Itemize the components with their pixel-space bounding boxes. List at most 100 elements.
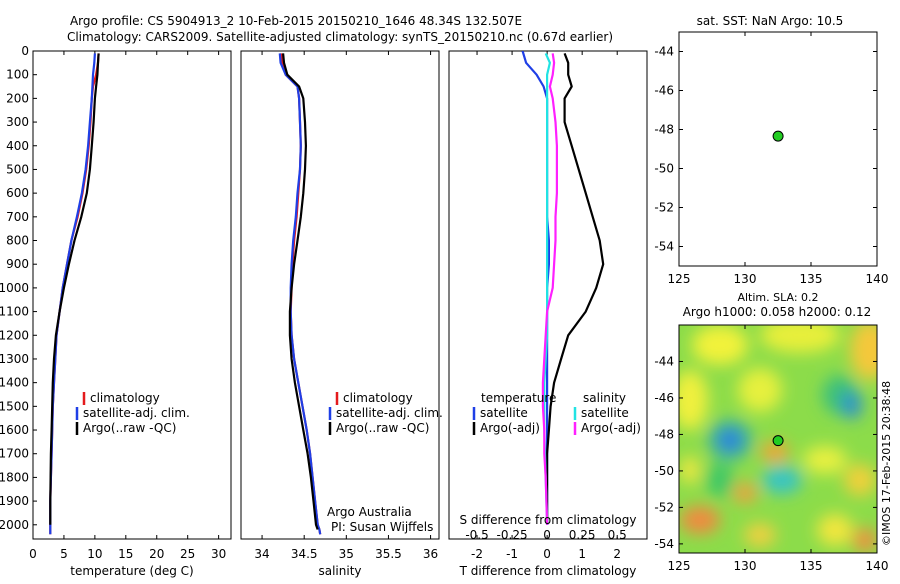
x-tick-label: 1 (578, 547, 586, 561)
series-line-satellite (521, 51, 551, 525)
series-line-sal_satellite (543, 52, 552, 525)
salinity-plot-frame (240, 50, 440, 540)
series-line-sal_argo (541, 53, 559, 525)
depth-tick-label: 1000 (0, 281, 29, 295)
lat-tick-label: -44 (654, 45, 674, 59)
s-tick-label: -0.25 (497, 528, 528, 542)
x-tick-label: -1 (506, 547, 518, 561)
s-tick-label: 0 (543, 528, 551, 542)
temperature-panel: 0100200300400500600700800900100011001200… (0, 44, 232, 578)
temperature-x-axis-label: temperature (deg C) (70, 564, 193, 578)
lat-tick-label: -50 (654, 464, 674, 478)
salinity-panel: 34 34.5 35 35.5 36 salinity climatology sate… (240, 50, 443, 578)
x-tick-label: -2 (471, 547, 483, 561)
depth-tick-label: 400 (6, 139, 29, 153)
legend-temperature-header: temperature (481, 391, 556, 405)
x-tick-label: 0 (543, 547, 551, 561)
series-line-argo (545, 53, 605, 525)
temperature-series (49, 53, 100, 535)
lat-tick-label: -54 (654, 537, 674, 551)
t-difference-x-axis-label: T difference from climatology (459, 564, 637, 578)
lat-tick-label: -46 (654, 84, 674, 98)
legend-argo: Argo(..raw -QC) (83, 421, 176, 435)
lat-tick-label: -50 (654, 162, 674, 176)
depth-tick-label: 1600 (0, 423, 29, 437)
location-points (772, 130, 784, 142)
depth-tick-label: 1700 (0, 447, 29, 461)
lon-tick-label: 125 (668, 272, 691, 286)
x-tick-label: 34 (254, 547, 269, 561)
legend-salinity-header: salinity (583, 391, 626, 405)
depth-tick-label: 100 (6, 68, 29, 82)
x-tick-label: 34.5 (291, 547, 318, 561)
lon-tick-label: 135 (800, 559, 823, 573)
salinity-x-axis-label: salinity (318, 564, 361, 578)
lat-tick-label: -48 (654, 123, 674, 137)
t-difference-x-axis: -2 -1 0 1 2 (471, 51, 621, 561)
legend-climatology: climatology (343, 391, 413, 405)
depth-tick-label: 500 (6, 162, 29, 176)
s-tick-label: 0.25 (569, 528, 596, 542)
imos-credit: ©IMOS 17-Feb-2015 20:38:48 (880, 381, 893, 546)
legend-satellite-adj-clim: satellite-adj. clim. (336, 406, 443, 420)
title-line-2: Climatology: CARS2009. Satellite-adjuste… (67, 30, 613, 44)
x-tick-label: 35.5 (375, 547, 402, 561)
x-tick-label: 2 (613, 547, 621, 561)
legend-salinity-argo: Argo(-adj) (581, 421, 641, 435)
depth-axis: 0 100 200 300 400 500 600 700 800 900 1000 1100 1200… (0, 44, 37, 532)
sla-points (772, 435, 784, 447)
depth-tick-label: 900 (6, 257, 29, 271)
legend-argo: Argo(..raw -QC) (336, 421, 429, 435)
difference-legend: temperature satellite Argo(-adj) salinit… (472, 391, 641, 435)
argo-position-marker (772, 130, 784, 142)
depth-tick-label: 0 (21, 44, 29, 58)
lat-tick-label: -54 (654, 240, 674, 254)
sla-axes: 125 130 135 140 -44 -46 -48 -50 -52 -54 (654, 325, 888, 573)
x-tick-label: 25 (180, 547, 195, 561)
s-difference-axis-label: S difference from climatology (460, 513, 637, 527)
legend-satellite-adj-clim: satellite-adj. clim. (83, 406, 190, 420)
depth-tick-label: 1900 (0, 494, 29, 508)
lat-tick-label: -48 (654, 427, 674, 441)
s-tick-label: 0.5 (608, 528, 627, 542)
temperature-x-axis: 0 5 10 15 20 25 30 (29, 51, 226, 561)
series-line-argo (282, 53, 319, 530)
lat-tick-label: -46 (654, 391, 674, 405)
depth-tick-label: 1800 (0, 470, 29, 484)
depth-tick-label: 600 (6, 186, 29, 200)
x-tick-label: 0 (29, 547, 37, 561)
x-tick-label: 5 (60, 547, 68, 561)
location-title: sat. SST: NaN Argo: 10.5 (697, 14, 844, 28)
sla-map-frame (678, 324, 878, 554)
depth-tick-label: 1500 (0, 399, 29, 413)
title-line-1: Argo profile: CS 5904913_2 10-Feb-2015 2… (70, 14, 522, 28)
lat-tick-label: -44 (654, 354, 674, 368)
depth-tick-label: 700 (6, 210, 29, 224)
difference-series (521, 51, 605, 525)
legend-temperature-argo: Argo(-adj) (480, 421, 540, 435)
lat-tick-label: -52 (654, 201, 674, 215)
depth-tick-label: 1300 (0, 352, 29, 366)
lon-tick-label: 140 (866, 272, 889, 286)
sla-title: Altim. SLA: 0.2 (737, 291, 818, 304)
temperature-legend: climatology satellite-adj. clim. Argo(..… (75, 391, 190, 435)
location-axes: 125 130 135 140 -44 -46 -48 -50 -52 -54 (654, 32, 888, 286)
sla-heatmap (679, 325, 877, 553)
salinity-legend: climatology satellite-adj. clim. Argo(..… (328, 391, 443, 435)
legend-temperature-satellite: satellite (480, 406, 528, 420)
difference-panel: -2 -1 0 1 2 -0.5 -0.25 0 0.25 0.5 T difference f… (448, 50, 648, 578)
depth-tick-label: 2000 (0, 518, 29, 532)
s-tick-label: -0.5 (465, 528, 488, 542)
lon-tick-label: 130 (734, 272, 757, 286)
location-plot-frame (678, 31, 878, 267)
location-panel: sat. SST: NaN Argo: 10.5 125 130 135 140 -44… (654, 14, 888, 286)
x-tick-label: 36 (423, 547, 438, 561)
depth-tick-label: 1100 (0, 305, 29, 319)
x-tick-label: 15 (118, 547, 133, 561)
lon-tick-label: 135 (800, 272, 823, 286)
salinity-x-axis: 34 34.5 35 35.5 36 (254, 51, 438, 561)
sla-subtitle: Argo h1000: 0.058 h2000: 0.12 (683, 305, 872, 319)
s-difference-axis: -0.5 -0.25 0 0.25 0.5 (465, 528, 626, 542)
x-tick-label: 10 (87, 547, 102, 561)
